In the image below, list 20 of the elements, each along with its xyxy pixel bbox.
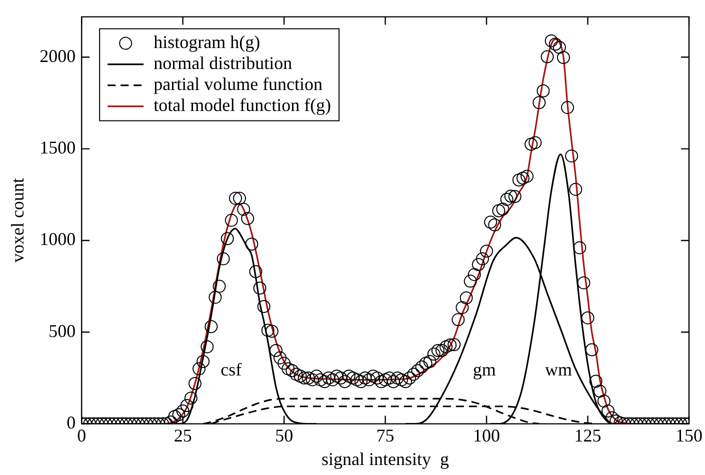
legend-label: normal distribution [154,53,292,74]
x-tick-label: 25 [174,425,192,446]
annotation: wm [545,359,572,380]
legend-label: histogram h(g) [154,32,260,52]
x-tick-label: 75 [376,425,394,446]
x-tick-label: 150 [676,425,702,446]
y-tick-label: 1500 [40,138,76,158]
y-tick-label: 2000 [40,46,76,66]
legend-label: partial volume function [154,74,323,94]
y-tick-label: 0 [66,412,76,433]
x-tick-label: 100 [473,425,500,446]
x-tick-label: 50 [275,425,294,446]
x-axis-title: signal intensity g [322,448,450,469]
annotation: gm [472,359,496,380]
legend-label: total model function f(g) [154,95,332,116]
y-tick-label: 1000 [40,229,76,250]
x-tick-label: 125 [574,425,602,446]
y-axis-title: voxel count [8,178,28,263]
annotation: csf [220,359,242,380]
y-tick-label: 500 [48,320,76,341]
